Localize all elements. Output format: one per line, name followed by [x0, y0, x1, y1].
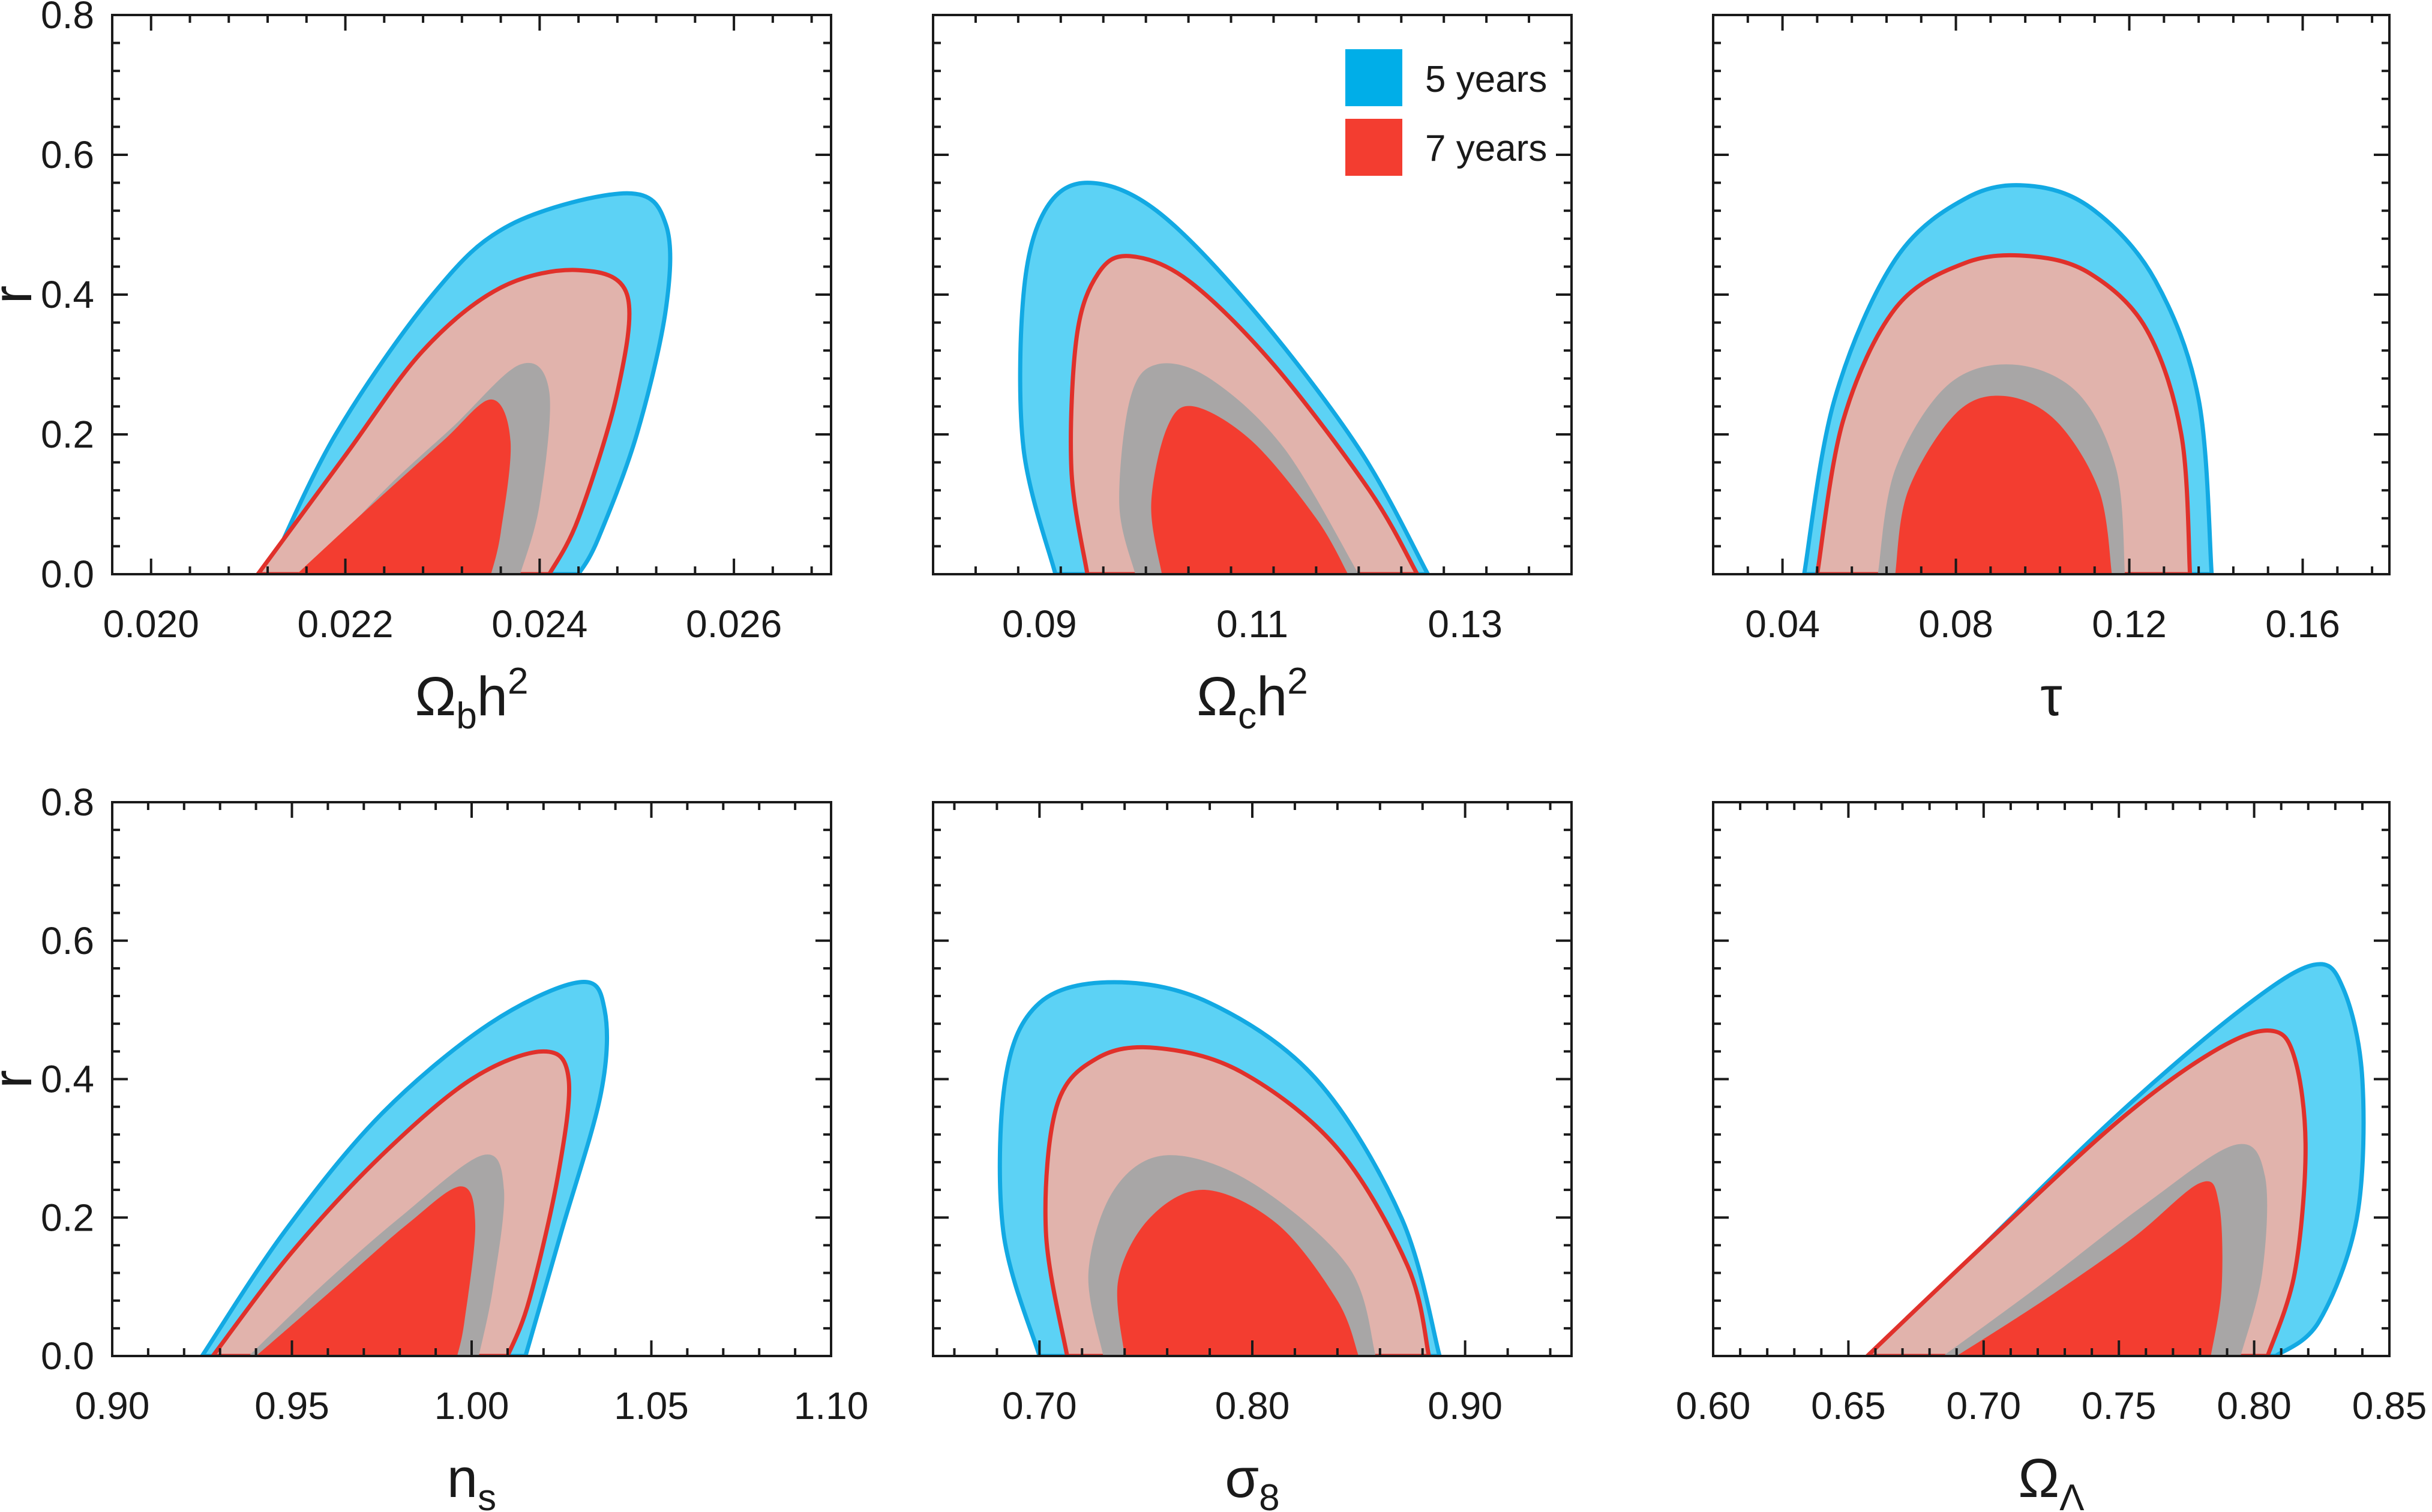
y-tick-label: 0.8: [41, 0, 94, 37]
contour-7-years-68pct: [1895, 395, 2112, 574]
x-tick-label: 0.75: [2082, 1384, 2157, 1427]
panel-1: 0.020 0.022 0.024 0.026 0.0 0.2 0.4 0.6 0.8 r Ωbh2: [0, 0, 832, 737]
legend: 5 years 7 years: [1345, 49, 1547, 176]
contour-7-years-68pct: [296, 399, 511, 574]
y-tick-label: 0.0: [41, 1334, 94, 1378]
panel-5: 0.70 0.80 0.90 σ8: [932, 801, 1573, 1512]
panel-6: 0.60 0.65 0.70 0.75 0.80 0.85 ΩΛ: [1676, 801, 2427, 1512]
y-tick-label: 0.4: [41, 1058, 94, 1101]
plot-area: [200, 980, 610, 1356]
x-tick-label: 1.10: [794, 1384, 869, 1427]
panel-2: 0.09 0.11 0.13 Ωch2: [932, 14, 1573, 737]
plot-area: [1802, 183, 2214, 574]
x-tick-label: 1.05: [614, 1384, 689, 1427]
x-tick-label: 0.022: [297, 602, 393, 646]
y-tick-label: 0.6: [41, 133, 94, 176]
x-tick-label: 0.16: [2265, 602, 2340, 646]
plot-area: [1018, 181, 1431, 574]
legend-swatch: [1345, 119, 1402, 176]
legend-label: 5 years: [1425, 59, 1547, 100]
x-tick-label: 0.85: [2352, 1384, 2427, 1427]
x-tick-label: 0.70: [1947, 1384, 2022, 1427]
contour-7-years-68pct: [1117, 1189, 1359, 1356]
y-axis-title: r: [0, 286, 43, 304]
x-tick-label: 0.60: [1676, 1384, 1751, 1427]
x-tick-label: 0.11: [1216, 602, 1288, 646]
y-tick-label: 0.0: [41, 553, 94, 596]
x-tick-label: 0.80: [2217, 1384, 2292, 1427]
contour-7-years-68pct: [1956, 1181, 2223, 1356]
x-tick-label: 0.13: [1428, 602, 1503, 646]
plot-area: [997, 980, 1442, 1356]
x-axis-title: Ωbh2: [415, 661, 529, 737]
x-tick-label: 0.90: [1428, 1384, 1503, 1427]
x-tick-label: 0.95: [254, 1384, 329, 1427]
x-tick-label: 0.024: [491, 602, 587, 646]
plot-area: [256, 191, 673, 574]
x-axis-title: ΩΛ: [2018, 1448, 2085, 1512]
x-tick-label: 0.08: [1918, 602, 1993, 646]
x-axis-title: τ: [2040, 666, 2062, 727]
x-axis-title: Ωch2: [1196, 661, 1308, 737]
legend-swatch: [1345, 49, 1402, 106]
x-tick-label: 0.70: [1002, 1384, 1077, 1427]
panel-4: 0.90 0.95 1.00 1.05 1.10 0.0 0.2 0.4 0.6 0.8 r ns: [0, 781, 868, 1512]
x-tick-label: 0.09: [1002, 602, 1077, 646]
x-tick-label: 1.00: [434, 1384, 509, 1427]
x-tick-label: 0.026: [686, 602, 782, 646]
y-tick-label: 0.8: [41, 781, 94, 824]
x-tick-label: 0.04: [1745, 602, 1820, 646]
x-axis-title: ns: [447, 1448, 496, 1512]
y-tick-label: 0.6: [41, 919, 94, 962]
y-tick-label: 0.2: [41, 413, 94, 456]
plot-area: [1865, 962, 2366, 1356]
x-axis-title: σ8: [1225, 1448, 1279, 1512]
x-tick-label: 0.80: [1215, 1384, 1290, 1427]
x-tick-label: 0.65: [1811, 1384, 1886, 1427]
x-tick-label: 0.12: [2092, 602, 2167, 646]
x-tick-label: 0.020: [103, 602, 199, 646]
y-tick-label: 0.4: [41, 273, 94, 316]
panel-3: 0.04 0.08 0.12 0.16 τ: [1712, 14, 2391, 727]
y-axis-title: r: [0, 1070, 43, 1088]
legend-label: 7 years: [1425, 128, 1547, 169]
contour-7-years-68pct: [256, 1186, 476, 1356]
contour-7-years-68pct: [1151, 406, 1348, 574]
y-tick-label: 0.2: [41, 1196, 94, 1239]
x-tick-label: 0.90: [75, 1384, 150, 1427]
